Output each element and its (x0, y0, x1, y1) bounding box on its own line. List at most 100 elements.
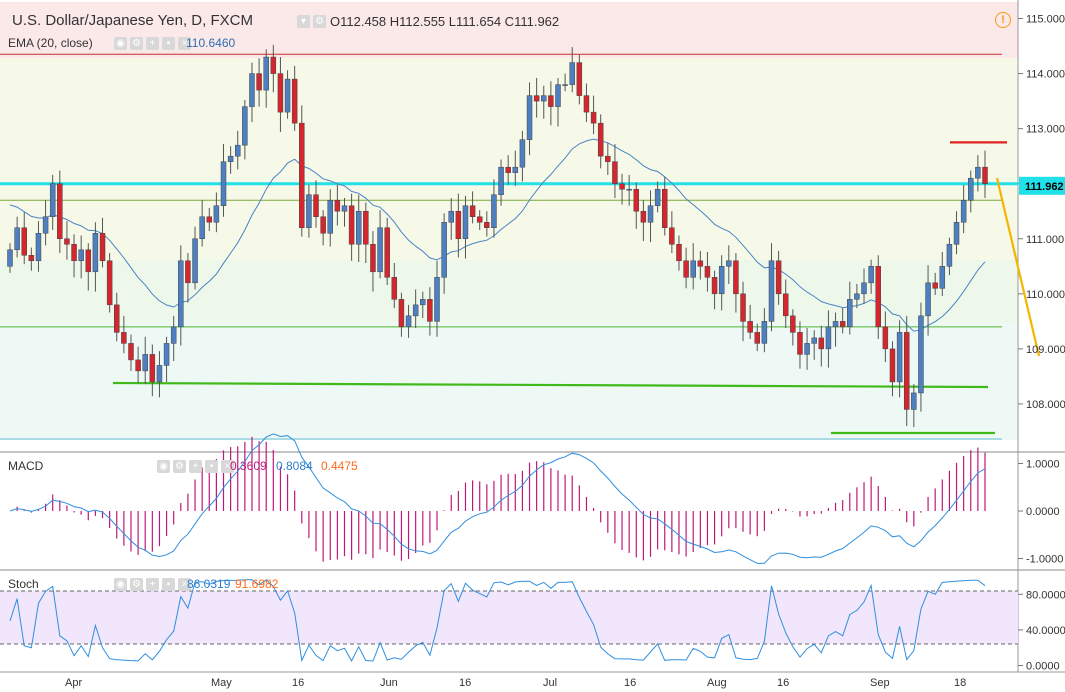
candle-body (348, 205, 355, 245)
candle-body (576, 62, 583, 96)
stoch-buttons[interactable]: ◉ ⚙ + ▪ × (114, 578, 191, 591)
candle-body (932, 282, 938, 289)
eye-icon[interactable]: ◉ (114, 578, 127, 591)
support-trendline (112, 381, 989, 389)
candle-body (178, 260, 184, 328)
candle-body (832, 321, 839, 328)
settings-icon[interactable]: ⚙ (130, 37, 143, 50)
candle-body (782, 293, 789, 317)
candle-body (541, 95, 547, 102)
candle-body (227, 155, 234, 162)
candle-body (619, 183, 625, 190)
candle-body (263, 56, 269, 91)
add-icon[interactable]: + (189, 460, 202, 473)
price-tick-label: 111.000 (1026, 234, 1064, 246)
candle-body (512, 166, 519, 173)
candle-body (149, 354, 156, 383)
eye-icon[interactable]: ◉ (157, 460, 170, 473)
time-tick-label: 16 (292, 677, 304, 689)
candle-body (676, 244, 682, 262)
candle-body (868, 266, 874, 284)
candle-body (185, 260, 191, 284)
candle-body (982, 166, 988, 184)
candle-body (484, 221, 490, 229)
stoch-label: Stoch (8, 577, 39, 591)
macd-signal-value: 0.8084 (276, 459, 313, 473)
candle-body (718, 266, 725, 295)
candle-body (733, 260, 739, 295)
candle-body (704, 266, 711, 278)
candle-body (726, 260, 732, 267)
macd-hist-value: 0.4475 (321, 459, 358, 473)
candle-body (156, 365, 163, 383)
candle-body (85, 249, 92, 273)
candle-body (768, 260, 775, 322)
stoch-k-line (9, 579, 986, 663)
more-icon[interactable]: ▪ (205, 460, 218, 473)
settings-icon[interactable]: ⚙ (130, 578, 143, 591)
candle-body (818, 337, 825, 350)
candle-body (548, 95, 554, 107)
close-icon[interactable]: × (178, 37, 191, 50)
eye-icon[interactable]: ◉ (114, 37, 127, 50)
candle-body (106, 260, 113, 306)
candle-body (911, 392, 917, 410)
settings-icon[interactable]: ⚙ (313, 15, 326, 28)
candle-body (355, 210, 362, 245)
candle-body (249, 73, 255, 107)
candle-body (199, 216, 205, 240)
candle-body (740, 293, 746, 322)
candle-body (299, 122, 305, 229)
candle-body (57, 183, 63, 240)
close-icon[interactable]: × (221, 460, 234, 473)
ema-value: 110.6460 (186, 36, 236, 50)
band-mid (0, 58, 1018, 260)
candle-body (960, 199, 967, 223)
time-tick-label: Apr (65, 677, 82, 689)
last-price-tag (1019, 176, 1065, 195)
candle-body (498, 166, 504, 195)
add-icon[interactable]: + (146, 578, 159, 591)
ema-buttons[interactable]: ◉ ⚙ + ▪ × (114, 37, 191, 50)
time-tick-label: Aug (707, 677, 727, 689)
candle-body (78, 249, 84, 262)
more-icon[interactable]: ▪ (162, 37, 175, 50)
candle-body (526, 95, 533, 140)
candle-body (306, 194, 312, 229)
candle-body (476, 216, 483, 223)
macd-tick-label: 0.0000 (1026, 506, 1060, 518)
candle-body (170, 326, 177, 344)
more-icon[interactable]: ▪ (162, 578, 175, 591)
candle-body (469, 205, 476, 217)
title-buttons[interactable]: ▾ ⚙ (297, 15, 326, 28)
candle-body (882, 326, 889, 350)
dropdown-icon[interactable]: ▾ (297, 15, 310, 28)
candle-body (270, 56, 277, 74)
candle-body (839, 321, 846, 328)
candle-body (697, 260, 704, 267)
candle-body (398, 299, 405, 328)
warning-icon[interactable]: ! (995, 12, 1011, 28)
candle-body (448, 210, 454, 223)
macd-buttons[interactable]: ◉ ⚙ + ▪ × (157, 460, 234, 473)
macd-tick-label: 1.0000 (1026, 459, 1060, 471)
ema-line (9, 138, 986, 332)
close-icon[interactable]: × (178, 578, 191, 591)
time-tick-label: 18 (954, 677, 966, 689)
band-bottom (0, 322, 1018, 440)
candle-body (811, 337, 817, 344)
candle-body (14, 227, 20, 251)
candle-body (234, 144, 241, 157)
price-tick-label: 109.000 (1026, 344, 1065, 356)
candle-body (747, 321, 753, 333)
candle-body (206, 216, 213, 223)
candle-body (754, 332, 761, 344)
settings-icon[interactable]: ⚙ (173, 460, 186, 473)
time-tick-label: 16 (459, 677, 471, 689)
candle-body (605, 155, 611, 162)
candle-body (654, 188, 661, 206)
candle-body (99, 233, 106, 262)
candle-body (640, 210, 647, 223)
add-icon[interactable]: + (146, 37, 159, 50)
